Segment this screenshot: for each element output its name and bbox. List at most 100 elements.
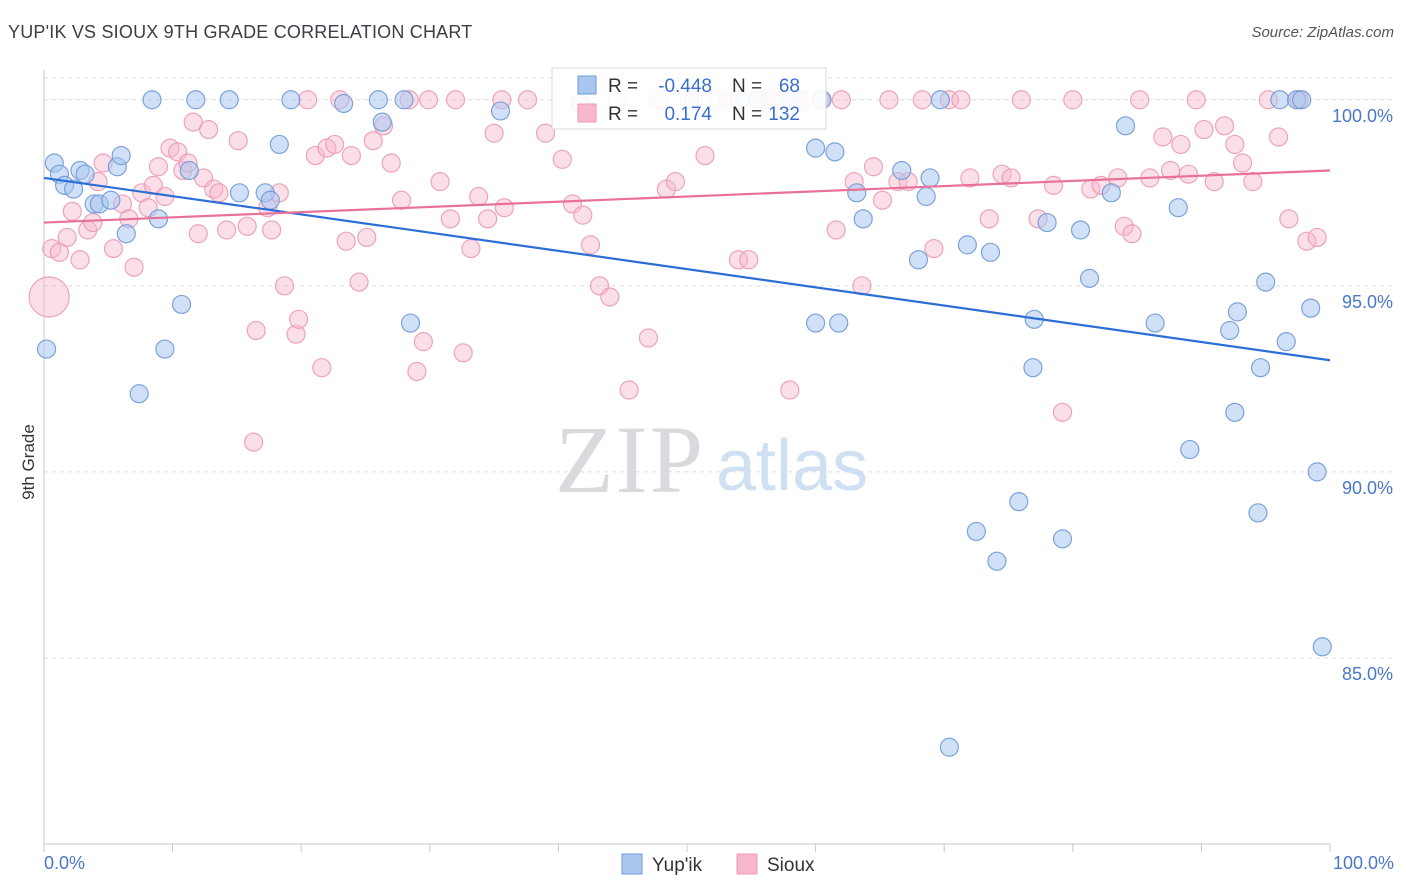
point-yupik <box>1037 212 1057 233</box>
point-sioux <box>1043 175 1064 195</box>
point-sioux <box>83 212 103 233</box>
point-sioux <box>780 380 800 400</box>
point-yupik <box>847 183 867 203</box>
point-sioux <box>1160 160 1181 181</box>
point-sioux <box>124 257 144 277</box>
point-sioux <box>228 131 248 151</box>
point-sioux <box>728 250 749 270</box>
point-yupik <box>1079 268 1100 288</box>
point-sioux <box>418 90 439 110</box>
point-sioux <box>103 239 124 259</box>
point-yupik <box>400 313 421 333</box>
stats-r-value-yupik: -0.448 <box>658 76 712 97</box>
point-yupik <box>229 183 250 203</box>
point-sioux <box>286 324 306 344</box>
watermark-atlas: atlas <box>716 426 868 506</box>
point-yupik <box>829 313 849 333</box>
y-tick-labels: 85.0% 90.0% 95.0% 100.0% <box>1332 106 1393 684</box>
point-sioux <box>979 209 999 229</box>
point-sioux <box>1243 172 1263 192</box>
point-sioux <box>1052 402 1073 422</box>
point-sioux <box>1194 119 1214 140</box>
watermark-zip: ZIP <box>555 406 705 513</box>
point-sioux <box>619 380 639 400</box>
point-yupik <box>36 339 57 359</box>
x-tick-label-max: 100.0% <box>1333 853 1394 873</box>
point-sioux <box>391 190 412 210</box>
point-sioux <box>325 134 345 155</box>
point-yupik <box>1301 298 1321 318</box>
gridlines <box>44 77 1394 659</box>
point-yupik <box>916 186 936 207</box>
point-yupik <box>372 112 392 132</box>
point-sioux <box>1268 127 1289 147</box>
point-yupik <box>1276 332 1296 352</box>
point-sioux <box>1279 209 1299 229</box>
y-tick-label: 95.0% <box>1342 292 1393 312</box>
point-sioux <box>960 168 980 188</box>
trend-line-sioux <box>43 169 1331 224</box>
point-yupik <box>186 90 206 110</box>
point-yupik <box>957 235 977 255</box>
x-tick-label-min: 0.0% <box>44 853 85 873</box>
point-sioux <box>298 90 318 110</box>
point-sioux <box>1153 127 1173 147</box>
point-yupik <box>1220 320 1240 341</box>
y-tick-label: 90.0% <box>1342 478 1393 498</box>
point-sioux <box>357 227 377 248</box>
point-yupik <box>825 142 845 162</box>
point-yupik <box>1270 90 1290 110</box>
point-sioux <box>1171 134 1191 155</box>
point-sioux <box>638 328 659 348</box>
point-sioux <box>336 231 356 251</box>
point-sioux <box>826 220 846 240</box>
point-sioux <box>1232 153 1253 173</box>
point-sioux <box>739 250 759 270</box>
point-yupik <box>1115 116 1136 136</box>
point-sioux <box>517 90 538 110</box>
point-sioux <box>199 119 219 140</box>
stats-n-label-yupik: N = <box>732 76 762 97</box>
point-yupik <box>987 551 1007 571</box>
point-sioux <box>237 216 257 236</box>
point-sioux <box>349 272 369 292</box>
point-sioux <box>217 220 237 240</box>
point-yupik <box>1256 272 1276 292</box>
point-sioux <box>244 432 264 452</box>
x-tick-labels: 0.0% 100.0% <box>44 853 1394 873</box>
point-yupik <box>1250 358 1271 378</box>
point-yupik <box>111 145 131 166</box>
chart-title: YUP'IK VS SIOUX 9TH GRADE CORRELATION CH… <box>8 22 473 42</box>
watermark: ZIP atlas <box>555 406 868 513</box>
point-yupik <box>1009 492 1029 512</box>
point-yupik <box>1101 183 1121 203</box>
point-yupik <box>63 179 84 199</box>
point-sioux <box>695 145 715 166</box>
point-sioux <box>407 361 427 382</box>
point-yupik <box>1180 439 1200 460</box>
point-sioux <box>863 157 884 177</box>
point-yupik <box>368 90 388 110</box>
point-sioux <box>49 242 70 262</box>
series-sioux <box>28 90 1327 452</box>
point-sioux <box>209 183 229 203</box>
point-yupik <box>1248 503 1268 523</box>
point-yupik <box>805 138 826 158</box>
point-sioux <box>440 209 460 229</box>
point-sioux <box>363 131 383 151</box>
point-yupik <box>490 101 511 121</box>
point-yupik <box>179 160 199 181</box>
legend-swatch-yupik <box>621 853 643 875</box>
point-sioux <box>204 179 224 199</box>
stats-legend-box <box>551 67 827 130</box>
point-yupik <box>155 339 175 359</box>
point-sioux <box>148 157 169 177</box>
stats-swatch-sioux <box>577 103 597 123</box>
point-sioux <box>1307 227 1327 248</box>
point-sioux <box>1214 116 1235 136</box>
point-sioux <box>57 227 77 248</box>
point-sioux <box>478 209 498 229</box>
point-sioux <box>1130 90 1150 110</box>
point-sioux <box>312 358 332 378</box>
